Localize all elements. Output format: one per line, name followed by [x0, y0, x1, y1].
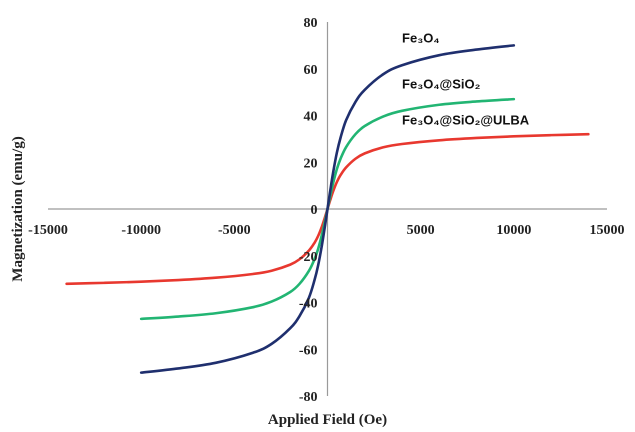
y-tick-label: -60 — [299, 343, 318, 358]
y-tick-label: 40 — [304, 110, 318, 125]
series-line-0 — [139, 44, 516, 374]
y-tick-label: -80 — [299, 390, 318, 405]
series-layer — [65, 44, 590, 374]
x-tick-label: -15000 — [28, 223, 68, 238]
series-label: Fe₃O₄@SiO₂ — [402, 76, 481, 91]
y-tick-label: -40 — [299, 297, 318, 312]
x-tick-label: 10000 — [496, 223, 531, 238]
series-label: Fe₃O₄@SiO₂@ULBA — [402, 113, 530, 128]
y-tick-label: 20 — [304, 156, 318, 171]
x-axis-title: Applied Field (Oe) — [268, 412, 387, 428]
y-tick-label: 80 — [304, 16, 318, 31]
tick-labels: -15000 -10000 -5000 5000 10000 15000 80 60 40 20 0… — [28, 16, 624, 405]
x-tick-label: -10000 — [121, 223, 161, 238]
y-tick-label: -20 — [299, 250, 318, 265]
x-tick-label: 5000 — [407, 223, 435, 238]
series-label: Fe₃O₄ — [402, 31, 440, 46]
series-labels: Fe₃O₄ Fe₃O₄@SiO₂ Fe₃O₄@SiO₂@ULBA — [402, 31, 530, 128]
x-tick-label: -5000 — [218, 223, 251, 238]
y-tick-label: 60 — [304, 63, 318, 78]
x-tick-label: 15000 — [590, 223, 625, 238]
y-axis-title: Magnetization (emu/g) — [10, 136, 26, 281]
y-tick-label: 0 — [311, 203, 318, 218]
